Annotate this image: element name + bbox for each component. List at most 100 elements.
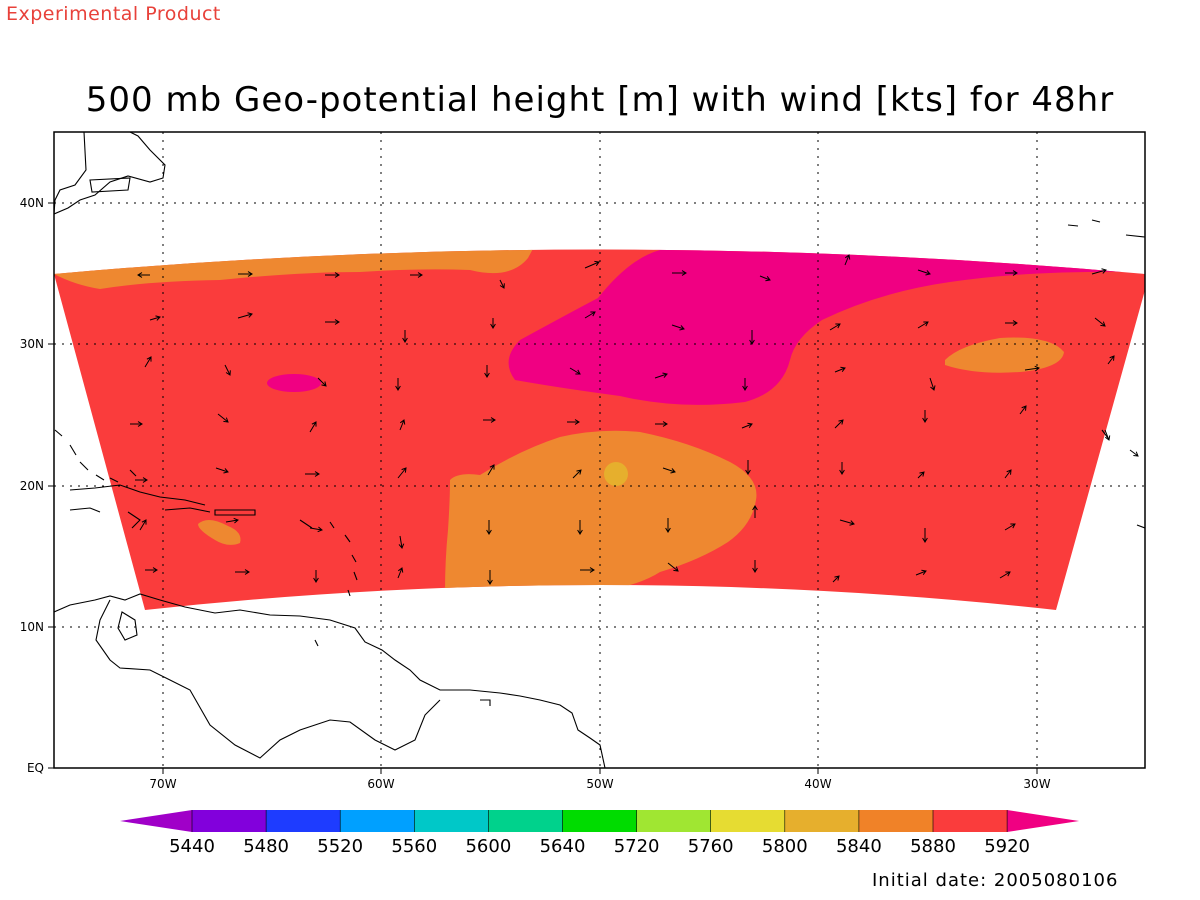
lat-label-40n: 40N xyxy=(20,196,44,210)
colorbar-right-arrow xyxy=(1007,810,1080,832)
wind-arrow xyxy=(484,365,490,378)
wind-arrow xyxy=(917,321,929,329)
wind-arrow xyxy=(137,272,150,278)
region-5840-northwest xyxy=(54,249,535,289)
wind-arrow xyxy=(483,417,496,423)
wind-vectors xyxy=(130,254,1139,585)
colorbar-box xyxy=(340,810,415,832)
wind-arrow xyxy=(317,377,327,387)
wind-arrow xyxy=(834,366,846,373)
lat-label-30n: 30N xyxy=(20,337,44,351)
colorbar-label-5920: 5920 xyxy=(984,836,1030,857)
wind-arrow xyxy=(139,519,147,531)
colorbar-box xyxy=(488,810,563,832)
wind-arrow xyxy=(397,467,407,479)
wind-arrow xyxy=(487,570,493,585)
colorbar-box xyxy=(933,810,1008,832)
colorbar-label-5520: 5520 xyxy=(317,836,363,857)
colorbar-box xyxy=(710,810,786,832)
wind-arrow xyxy=(917,269,931,276)
wind-arrow xyxy=(745,460,751,475)
colorbar-label-5560: 5560 xyxy=(391,836,437,857)
map-title: 500 mb Geo-potential height [m] with win… xyxy=(85,80,1115,120)
lesser-antilles xyxy=(299,519,491,706)
wind-arrow xyxy=(149,315,161,321)
wind-arrow xyxy=(665,518,671,533)
colorbar-label-5600: 5600 xyxy=(465,836,511,857)
wind-arrow xyxy=(1005,270,1018,276)
region-5840-east xyxy=(945,337,1064,373)
lat-label-20n: 20N xyxy=(20,479,44,493)
wind-arrow xyxy=(662,467,676,474)
wind-arrow xyxy=(844,254,851,266)
coastlines xyxy=(54,132,1145,768)
wind-arrow xyxy=(741,422,753,429)
wind-arrow xyxy=(309,421,317,433)
wind-arrow xyxy=(325,319,340,325)
wind-arrow xyxy=(742,378,748,391)
wind-arrow xyxy=(929,377,936,391)
colorbar-label-5480: 5480 xyxy=(243,836,289,857)
lon-label-40w: 40W xyxy=(804,777,831,791)
wind-arrow xyxy=(145,567,158,573)
region-5920-small xyxy=(267,374,321,392)
colorbar-left-arrow xyxy=(120,810,192,832)
colorbar-box xyxy=(192,810,267,832)
wind-arrow xyxy=(584,260,600,269)
wind-arrow xyxy=(569,367,581,375)
wind-arrow xyxy=(399,419,406,431)
colorbar-label-5840: 5840 xyxy=(836,836,882,857)
colorbar-label-5760: 5760 xyxy=(688,836,734,857)
height-field xyxy=(54,249,1145,610)
colorbar-box xyxy=(784,810,860,832)
wind-arrow xyxy=(922,410,928,423)
wind-arrow xyxy=(1004,523,1016,531)
lake-outline xyxy=(117,611,138,641)
wind-arrow xyxy=(672,270,687,276)
wind-arrow xyxy=(1094,317,1106,327)
graticule xyxy=(54,132,1145,768)
lon-label-70w: 70W xyxy=(149,777,176,791)
experimental-product-label: Experimental Product xyxy=(6,3,221,25)
wind-arrow xyxy=(309,526,323,533)
region-5840-central xyxy=(445,430,757,592)
lon-label-50w: 50W xyxy=(586,777,613,791)
lon-label-60w: 60W xyxy=(367,777,394,791)
wind-arrow xyxy=(325,272,340,278)
wind-arrow xyxy=(1019,405,1027,415)
wind-arrow xyxy=(671,324,685,331)
wind-arrow xyxy=(215,467,229,474)
colorbar-box xyxy=(562,810,638,832)
wind-arrow xyxy=(224,364,231,376)
wind-arrow xyxy=(584,311,596,319)
wind-arrow xyxy=(130,421,143,427)
south-america-interior xyxy=(95,599,441,759)
wind-arrow xyxy=(135,477,148,483)
wind-arrow xyxy=(487,464,495,476)
lat-label-10n: 10N xyxy=(20,620,44,634)
wind-arrow xyxy=(397,567,404,579)
lon-label-30w: 30W xyxy=(1023,777,1050,791)
wind-arrow xyxy=(655,421,668,427)
wind-arrow xyxy=(486,520,492,535)
colorbar: 5440 5480 5520 5560 5600 5640 5720 5760 5800 5840… xyxy=(120,810,1080,857)
colorbar-label-5440: 5440 xyxy=(169,836,215,857)
wind-arrow xyxy=(1107,355,1115,365)
wind-arrow xyxy=(667,562,679,572)
wind-arrow xyxy=(834,419,844,429)
wind-arrow xyxy=(402,330,408,343)
wind-arrow xyxy=(749,330,755,345)
colorbar-label-5880: 5880 xyxy=(910,836,956,857)
colorbar-label-5800: 5800 xyxy=(762,836,808,857)
colorbar-label-5640: 5640 xyxy=(540,836,586,857)
wind-arrow xyxy=(567,419,580,425)
axis-ticks xyxy=(48,202,1038,774)
caribbean-islands xyxy=(69,484,256,529)
region-5800-small xyxy=(604,462,628,486)
colorbar-label-5720: 5720 xyxy=(614,836,660,857)
wind-arrow xyxy=(839,519,855,526)
wind-arrow xyxy=(235,569,250,575)
wind-arrow xyxy=(225,517,239,524)
wind-arrow xyxy=(237,312,253,319)
